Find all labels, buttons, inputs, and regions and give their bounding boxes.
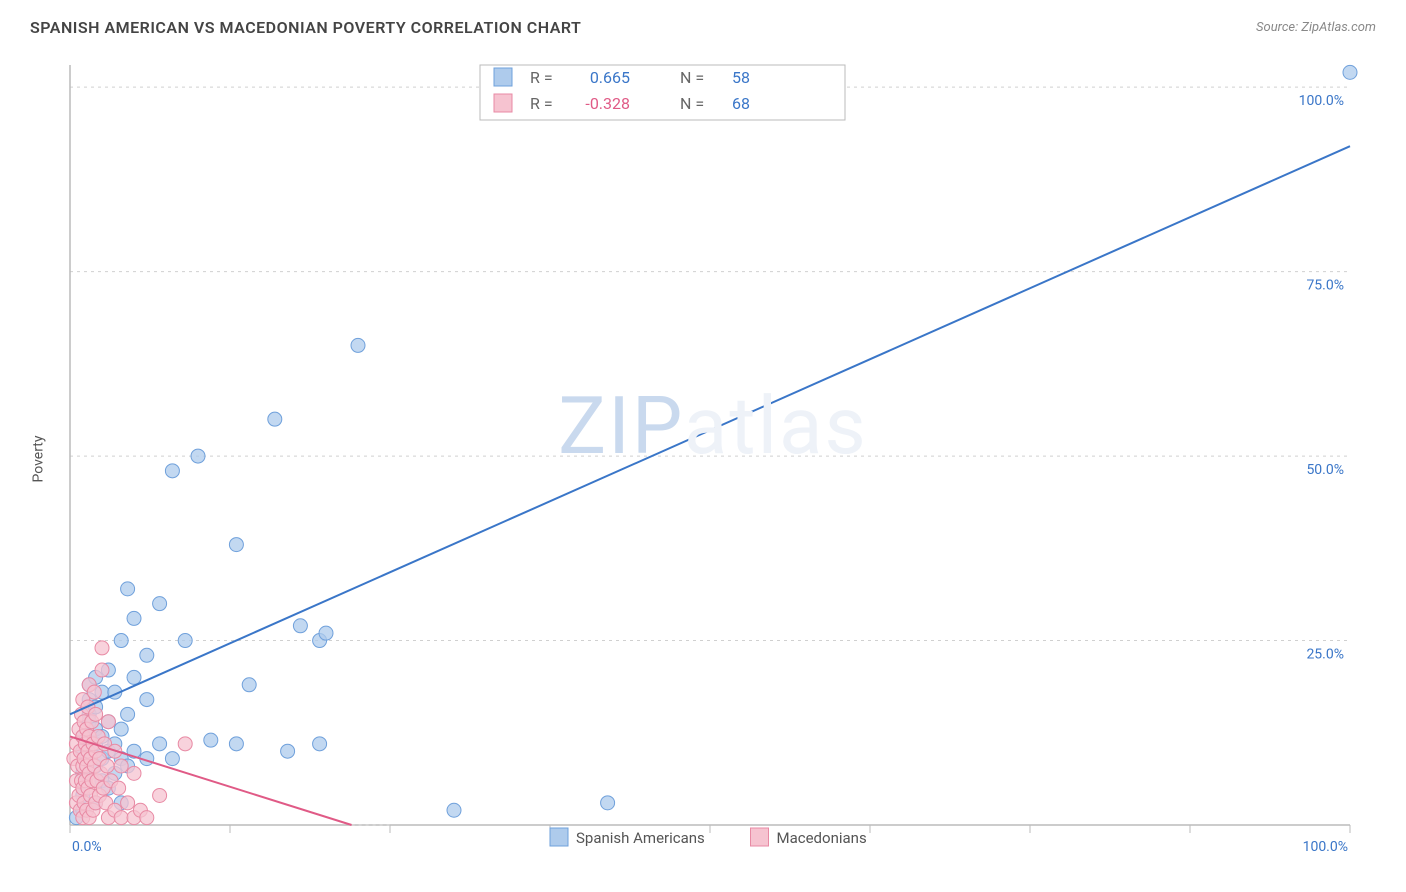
data-point	[229, 737, 243, 751]
data-point	[87, 685, 101, 699]
data-point	[121, 707, 135, 721]
legend-n-value: 68	[732, 94, 750, 113]
legend-bottom-swatch	[751, 828, 769, 846]
y-tick-label: 50.0%	[1306, 462, 1344, 478]
legend-n-label: N =	[680, 94, 704, 113]
data-point	[153, 737, 167, 751]
data-point	[101, 715, 115, 729]
data-point	[178, 634, 192, 648]
plot-container: Poverty ZIPatlas 25.0%50.0%75.0%100.0%0.…	[50, 55, 1376, 862]
data-point	[601, 796, 615, 810]
data-point	[191, 449, 205, 463]
y-tick-label: 100.0%	[1299, 93, 1344, 109]
data-point	[100, 759, 114, 773]
data-point	[293, 619, 307, 633]
y-tick-label: 75.0%	[1306, 278, 1344, 294]
source-attribution: Source: ZipAtlas.com	[1256, 20, 1376, 35]
data-point	[114, 722, 128, 736]
trend-line	[70, 146, 1350, 714]
data-point	[268, 412, 282, 426]
legend-n-value: 58	[732, 68, 750, 87]
data-point	[140, 811, 154, 825]
y-tick-label: 25.0%	[1306, 647, 1344, 663]
data-point	[127, 766, 141, 780]
data-point	[165, 752, 179, 766]
data-point	[127, 670, 141, 684]
data-point	[153, 597, 167, 611]
legend-r-label: R =	[530, 94, 553, 113]
data-point	[114, 759, 128, 773]
data-point	[114, 811, 128, 825]
data-point	[351, 338, 365, 352]
legend-bottom-label: Spanish Americans	[576, 829, 705, 847]
data-point	[95, 663, 109, 677]
data-point	[112, 781, 126, 795]
x-tick-label: 0.0%	[72, 839, 102, 855]
data-point	[114, 634, 128, 648]
data-point	[204, 733, 218, 747]
legend-n-label: N =	[680, 68, 704, 87]
data-point	[242, 678, 256, 692]
data-point	[319, 626, 333, 640]
data-point	[140, 693, 154, 707]
data-point	[165, 464, 179, 478]
legend-swatch	[494, 94, 512, 112]
y-axis-label: Poverty	[31, 435, 47, 482]
data-point	[121, 796, 135, 810]
data-point	[229, 538, 243, 552]
data-point	[153, 788, 167, 802]
data-point	[447, 803, 461, 817]
data-point	[95, 641, 109, 655]
data-point	[1343, 65, 1357, 79]
data-point	[281, 744, 295, 758]
chart-title: SPANISH AMERICAN VS MACEDONIAN POVERTY C…	[30, 18, 581, 37]
data-point	[89, 707, 103, 721]
legend-r-label: R =	[530, 68, 553, 87]
x-tick-label: 100.0%	[1303, 839, 1348, 855]
legend-r-value: -0.328	[585, 94, 630, 113]
data-point	[178, 737, 192, 751]
data-point	[140, 648, 154, 662]
correlation-scatter-chart: 25.0% 50.0% 75.0% 100.0% 0.0% 100.0% R = 0.665 N…	[50, 55, 1376, 862]
legend-r-value: 0.665	[590, 68, 630, 87]
legend-swatch	[494, 68, 512, 86]
data-point	[313, 737, 327, 751]
header: SPANISH AMERICAN VS MACEDONIAN POVERTY C…	[0, 0, 1406, 47]
legend-bottom-label: Macedonians	[777, 829, 867, 847]
legend-bottom-swatch	[550, 828, 568, 846]
data-point	[127, 611, 141, 625]
data-point	[121, 582, 135, 596]
